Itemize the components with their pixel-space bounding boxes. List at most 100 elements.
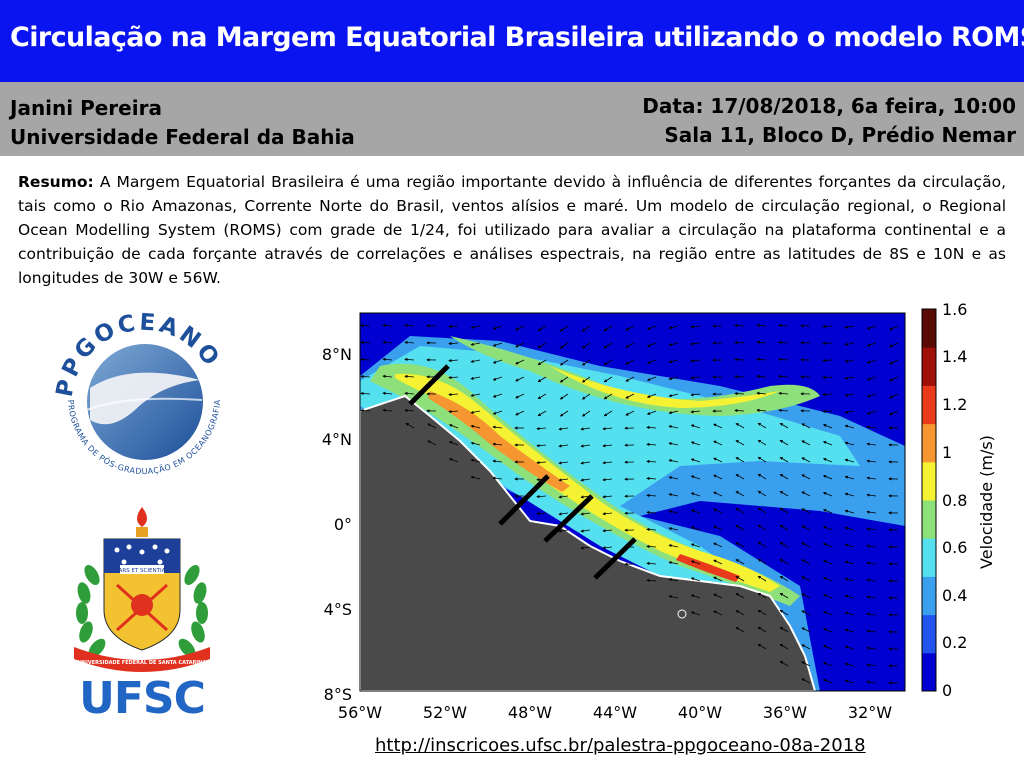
velocity-arrow (537, 393, 547, 400)
velocity-arrow (844, 393, 855, 397)
velocity-arrow (822, 441, 833, 446)
velocity-arrow (668, 376, 679, 381)
velocity-arrow (778, 340, 789, 345)
velocity-arrow (866, 476, 877, 480)
velocity-arrow (492, 342, 503, 347)
ufsc-banner: UNIVERSIDADE FEDERAL DE SANTA CATARINA (78, 660, 207, 666)
velocity-arrow (822, 560, 833, 565)
velocity-arrow (779, 456, 789, 463)
velocity-arrow (844, 628, 855, 633)
velocity-arrow (713, 491, 723, 497)
velocity-arrow (757, 541, 767, 548)
velocity-arrow (822, 662, 833, 667)
registration-link[interactable]: http://inscricoes.ufsc.br/palestra-ppgoc… (375, 735, 866, 756)
velocity-arrow (778, 323, 789, 328)
velocity-arrow (822, 509, 833, 514)
velocity-arrow (492, 459, 503, 463)
velocity-arrow (580, 427, 591, 431)
velocity-arrow (668, 493, 679, 497)
velocity-arrow (690, 376, 701, 380)
velocity-arrow (668, 476, 679, 480)
velocity-arrow (866, 342, 877, 347)
velocity-arrow (581, 410, 591, 417)
velocity-arrow (603, 342, 613, 349)
velocity-arrow (713, 423, 723, 429)
velocity-arrow (779, 558, 789, 565)
velocity-arrow (360, 391, 371, 396)
velocity-arrow (735, 610, 745, 616)
velocity-arrow (866, 393, 877, 398)
velocity-arrow (779, 575, 789, 582)
velocity-arrow (646, 493, 657, 498)
velocity-arrow (668, 325, 679, 330)
velocity-arrow (866, 442, 877, 446)
velocity-arrow (581, 359, 591, 366)
velocity-arrow (866, 544, 877, 548)
velocity-arrow (735, 542, 745, 548)
velocity-arrow (536, 443, 547, 448)
velocity-arrow (844, 475, 855, 480)
velocity-arrow (404, 357, 415, 362)
laurel-icon (76, 565, 208, 658)
colorbar-tick: 1.4 (942, 347, 967, 366)
velocity-arrow (713, 559, 723, 565)
velocity-arrow (603, 410, 613, 417)
velocity-arrow (559, 376, 569, 383)
velocity-arrow (668, 527, 679, 531)
velocity-arrow (558, 444, 569, 448)
colorbar-tick: 1 (942, 443, 952, 462)
velocity-arrow (470, 475, 481, 480)
velocity-arrow (735, 457, 745, 463)
colorbar-tick: 1.6 (942, 300, 967, 319)
velocity-arrow (779, 660, 789, 667)
velocity-map-figure: 8°N 4°N 0° 4°S 8°S 56°W 52°W 48°W 44°W 4… (322, 300, 996, 722)
velocity-arrow (668, 359, 679, 364)
velocity-arrow (735, 576, 745, 582)
land-mass (360, 394, 817, 691)
velocity-arrow (756, 374, 767, 378)
velocity-arrow (668, 595, 679, 599)
event-date: Data: 17/08/2018, 6a feira, 10:00 (642, 94, 1016, 118)
velocity-arrow (492, 410, 503, 415)
velocity-arrow (470, 342, 481, 346)
velocity-arrow (801, 423, 811, 429)
velocity-arrow (713, 576, 723, 582)
velocity-arrow (603, 359, 613, 366)
velocity-arrow (690, 543, 701, 548)
velocity-arrow (515, 376, 525, 382)
velocity-arrow (382, 340, 393, 344)
velocity-arrow (580, 546, 591, 550)
x-tick-label: 36°W (763, 703, 807, 722)
velocity-arrow (866, 325, 877, 330)
velocity-arrow (646, 544, 657, 549)
velocity-arrow (735, 627, 745, 633)
velocity-arrow (844, 662, 855, 667)
velocity-arrow (866, 527, 877, 531)
velocity-arrow (668, 410, 679, 415)
velocity-arrow (690, 441, 701, 446)
velocity-arrow (690, 475, 701, 480)
velocity-arrow (558, 427, 569, 431)
velocity-arrow (822, 645, 833, 650)
velocity-arrow (537, 376, 547, 383)
velocity-arrow (646, 359, 657, 364)
velocity-arrow (404, 323, 415, 328)
colorbar-tick: 1.2 (942, 395, 967, 414)
velocity-arrow (559, 342, 569, 349)
velocity-arrow (801, 525, 811, 531)
y-tick-label: 8°N (322, 345, 352, 364)
velocity-arrow (581, 376, 591, 383)
velocity-arrow (801, 508, 811, 514)
velocity-arrow (735, 474, 745, 480)
velocity-arrow (757, 490, 767, 497)
velocity-arrow (537, 359, 547, 366)
velocity-arrow (713, 525, 723, 531)
colorbar-segment (922, 652, 936, 692)
velocity-arrow (690, 458, 701, 463)
velocity-arrow (822, 475, 833, 480)
velocity-arrow (866, 561, 877, 565)
velocity-arrow (646, 527, 657, 532)
velocity-arrow (559, 359, 569, 366)
velocity-arrow (889, 325, 899, 331)
colorbar-tick: 0.4 (942, 586, 967, 605)
